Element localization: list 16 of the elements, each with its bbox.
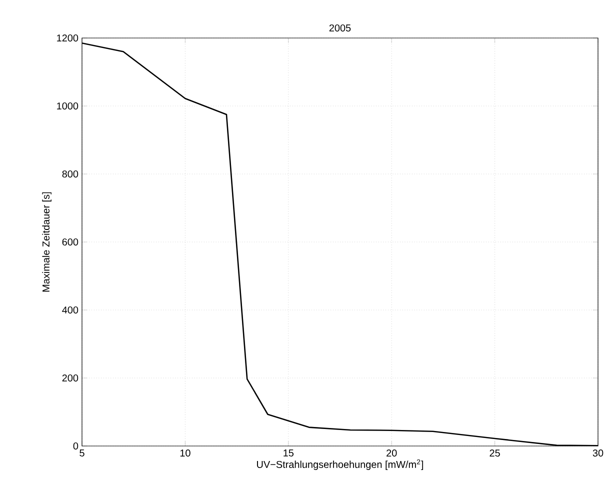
y-tick-label: 1200: [57, 34, 78, 42]
x-tick-label: 30: [592, 450, 604, 457]
x-tick-label: 10: [180, 450, 190, 457]
y-tick-label: 600: [62, 238, 78, 246]
chart-title: 2005: [329, 24, 351, 32]
y-tick-label: 200: [62, 374, 78, 382]
y-axis-title: Maximale Zeitdauer [s]: [42, 192, 52, 292]
y-tick-label: 0: [73, 442, 78, 450]
x-tick-label: 15: [284, 450, 294, 456]
y-tick-label: 800: [62, 170, 78, 178]
x-axis-title: UV−Strahlungserhoehungen [mW/m$^{2}$]: [257, 459, 424, 470]
x-tick-label: 5: [80, 450, 84, 456]
x-tick-label: 20: [386, 450, 397, 457]
y-tick-label: 1000: [57, 102, 78, 110]
x-tick-label: 25: [490, 450, 500, 457]
y-tick-label: 400: [62, 306, 78, 314]
